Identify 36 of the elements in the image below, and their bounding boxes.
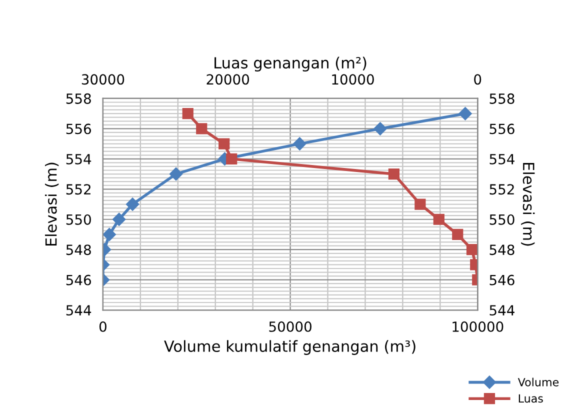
y-tick-label: 552: [66, 184, 90, 195]
point: [102, 228, 116, 242]
x2-axis-title: Luas genangan (m²): [214, 56, 366, 72]
legend-label: Volume: [518, 378, 559, 386]
point: [126, 198, 140, 211]
y2-axis-title: Elevasi (m): [521, 162, 535, 246]
point: [458, 106, 472, 120]
y-tick-label: 546: [66, 274, 91, 286]
y-tick-label: 556: [66, 124, 91, 134]
y2-tick-label: 548: [490, 244, 514, 256]
y-tick-label: 544: [66, 305, 92, 316]
y-tick-label: 548: [66, 244, 91, 256]
legend-label: Luas: [518, 394, 543, 403]
x2-tick-label: 10000: [332, 74, 374, 85]
point: [169, 167, 183, 181]
x-axis-title: Volume kumulatif genangan (m³): [164, 340, 416, 355]
x-tick-label: 0: [99, 321, 106, 332]
x-tick-label: 50000: [269, 321, 312, 332]
y2-tick-label: 550: [490, 214, 514, 225]
point: [112, 212, 126, 226]
x2-tick-label: 20000: [206, 74, 250, 85]
y-tick-label: 550: [66, 214, 91, 225]
y-tick-label: 558: [66, 93, 91, 104]
point: [293, 137, 306, 150]
y2-tick-label: 558: [490, 93, 514, 104]
x2-tick-label: 30000: [82, 74, 124, 85]
y2-tick-label: 556: [490, 124, 514, 134]
y2-tick-label: 552: [490, 184, 514, 195]
y-axis-title: Elevasi (m): [44, 162, 59, 246]
x-tick-label: 100000: [452, 321, 504, 332]
point: [374, 122, 387, 136]
y2-tick-label: 544: [490, 305, 514, 316]
x2-tick-label: 0: [474, 74, 482, 85]
y-tick-label: 554: [66, 154, 92, 164]
y2-tick-label: 546: [490, 274, 514, 286]
y2-tick-label: 554: [490, 154, 514, 164]
